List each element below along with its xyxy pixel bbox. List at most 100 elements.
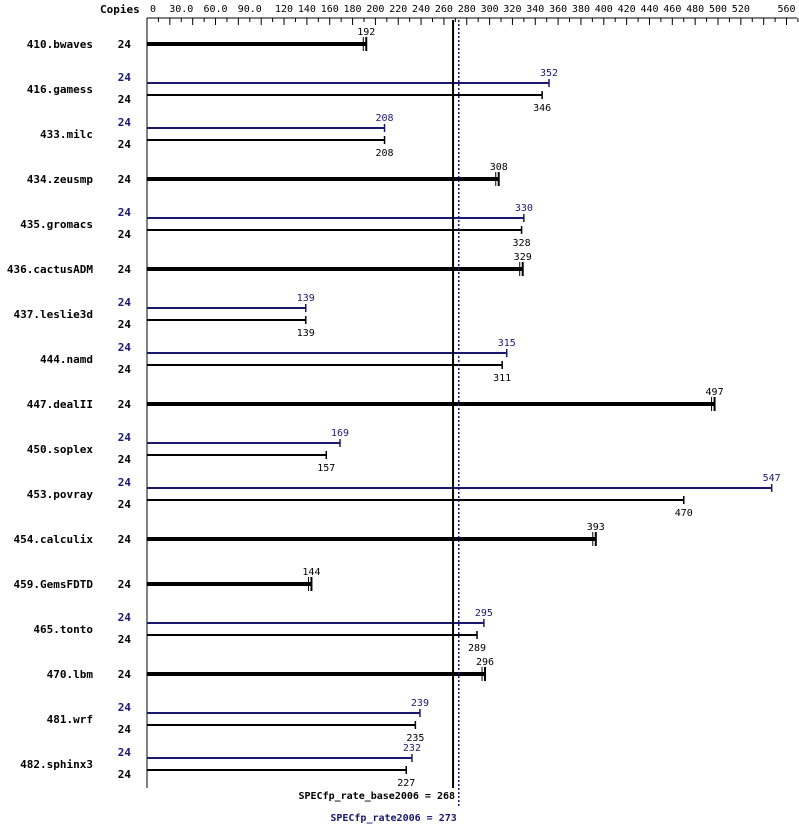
base-value: 470 [675, 508, 693, 519]
base-bar [147, 672, 486, 676]
tick-label: 460 [663, 4, 681, 15]
tick-label: 30.0 [169, 4, 193, 15]
benchmark-name: 447.dealII [27, 398, 93, 411]
benchmark-row: 470.lbm 24 296 [47, 657, 494, 687]
base-copies: 24 [118, 498, 132, 511]
benchmark-name: 481.wrf [47, 713, 93, 726]
peak-value: 330 [515, 203, 533, 214]
tick-label: 380 [572, 4, 590, 15]
base-copies: 24 [118, 363, 132, 376]
tick-label: 360 [549, 4, 567, 15]
benchmark-name: 482.sphinx3 [20, 758, 93, 771]
peak-copies: 24 [118, 701, 132, 714]
peak-bar [147, 217, 524, 219]
base-value: 289 [468, 643, 486, 654]
benchmark-name: 444.namd [40, 353, 93, 366]
benchmark-name: 459.GemsFDTD [14, 578, 94, 591]
base-value: 329 [514, 252, 532, 263]
benchmark-row: 416.gamess 24 352 24 346 [27, 68, 558, 114]
benchmark-row: 450.soplex 24 169 24 157 [27, 428, 349, 474]
base-bar [147, 177, 499, 181]
tick-label: 480 [686, 4, 704, 15]
base-copies: 24 [118, 263, 132, 276]
base-bar [147, 42, 367, 46]
peak-copies: 24 [118, 71, 132, 84]
tick-label: 200 [366, 4, 384, 15]
tick-label: 160 [321, 4, 339, 15]
benchmark-name: 433.milc [40, 128, 93, 141]
tick-label: 140 [298, 4, 316, 15]
tick-label: 500 [709, 4, 727, 15]
base-bar [147, 454, 327, 456]
peak-value: 352 [540, 68, 558, 79]
base-bar [147, 94, 543, 96]
base-copies: 24 [118, 138, 132, 151]
peak-value: 315 [498, 338, 516, 349]
peak-bar [147, 757, 412, 759]
tick-label: 520 [732, 4, 750, 15]
peak-bar [147, 442, 340, 444]
peak-bar [147, 352, 507, 354]
tick-label: 420 [618, 4, 636, 15]
benchmark-name: 436.cactusADM [7, 263, 93, 276]
base-bar [147, 364, 503, 366]
peak-copies: 24 [118, 431, 132, 444]
peak-copies: 24 [118, 611, 132, 624]
base-value: 328 [513, 238, 531, 249]
benchmark-row: 410.bwaves 24 192 [27, 27, 375, 57]
base-copies: 24 [118, 723, 132, 736]
tick-label: 90.0 [238, 4, 262, 15]
peak-bar [147, 712, 420, 714]
peak-reference-label: SPECfp_rate2006 = 273 [330, 813, 456, 824]
base-copies: 24 [118, 533, 132, 546]
tick-label: 340 [526, 4, 544, 15]
tick-label: 60.0 [203, 4, 227, 15]
peak-value: 239 [411, 698, 429, 709]
peak-bar [147, 622, 484, 624]
peak-value: 295 [475, 608, 493, 619]
benchmark-rows: 410.bwaves 24 192 416.gamess 24 352 24 346 433.m… [7, 27, 781, 789]
base-reference-label: SPECfp_rate_base2006 = 268 [299, 791, 456, 802]
base-bar [147, 634, 478, 636]
peak-bar [147, 307, 306, 309]
base-value: 296 [476, 657, 494, 668]
benchmark-row: 444.namd 24 315 24 311 [40, 338, 516, 384]
base-bar [147, 267, 523, 271]
benchmark-row: 482.sphinx3 24 232 24 227 [20, 743, 421, 789]
peak-value: 547 [763, 473, 781, 484]
base-value: 393 [587, 522, 605, 533]
peak-copies: 24 [118, 746, 132, 759]
benchmark-name: 465.tonto [33, 623, 93, 636]
peak-value: 232 [403, 743, 421, 754]
benchmark-row: 465.tonto 24 295 24 289 [33, 608, 493, 654]
benchmark-name: 454.calculix [14, 533, 94, 546]
base-value: 346 [533, 103, 551, 114]
peak-value: 139 [297, 293, 315, 304]
tick-label: 120 [275, 4, 293, 15]
benchmark-name: 434.zeusmp [27, 173, 94, 186]
benchmark-row: 454.calculix 24 393 [14, 522, 605, 552]
benchmark-name: 437.leslie3d [14, 308, 93, 321]
base-value: 235 [406, 733, 424, 744]
benchmark-name: 450.soplex [27, 443, 94, 456]
base-copies: 24 [118, 93, 132, 106]
base-copies: 24 [118, 668, 132, 681]
peak-bar [147, 82, 549, 84]
benchmark-row: 435.gromacs 24 330 24 328 [20, 203, 533, 249]
benchmark-row: 437.leslie3d 24 139 24 139 [14, 293, 315, 339]
base-value: 208 [376, 148, 394, 159]
tick-label: 440 [640, 4, 658, 15]
base-value: 157 [317, 463, 335, 474]
tick-label: 400 [595, 4, 613, 15]
x-axis: 0 30.0 60.0 90.0 120 140 160 180 200 220 240 260 280… [146, 4, 799, 788]
base-bar [147, 582, 312, 586]
benchmark-name: 416.gamess [27, 83, 93, 96]
tick-label: 0 [150, 4, 156, 15]
benchmark-row: 447.dealII 24 497 [27, 387, 724, 417]
peak-copies: 24 [118, 296, 132, 309]
benchmark-name: 470.lbm [47, 668, 94, 681]
tick-label: 300 [481, 4, 499, 15]
base-bar [147, 537, 596, 541]
base-copies: 24 [118, 578, 132, 591]
